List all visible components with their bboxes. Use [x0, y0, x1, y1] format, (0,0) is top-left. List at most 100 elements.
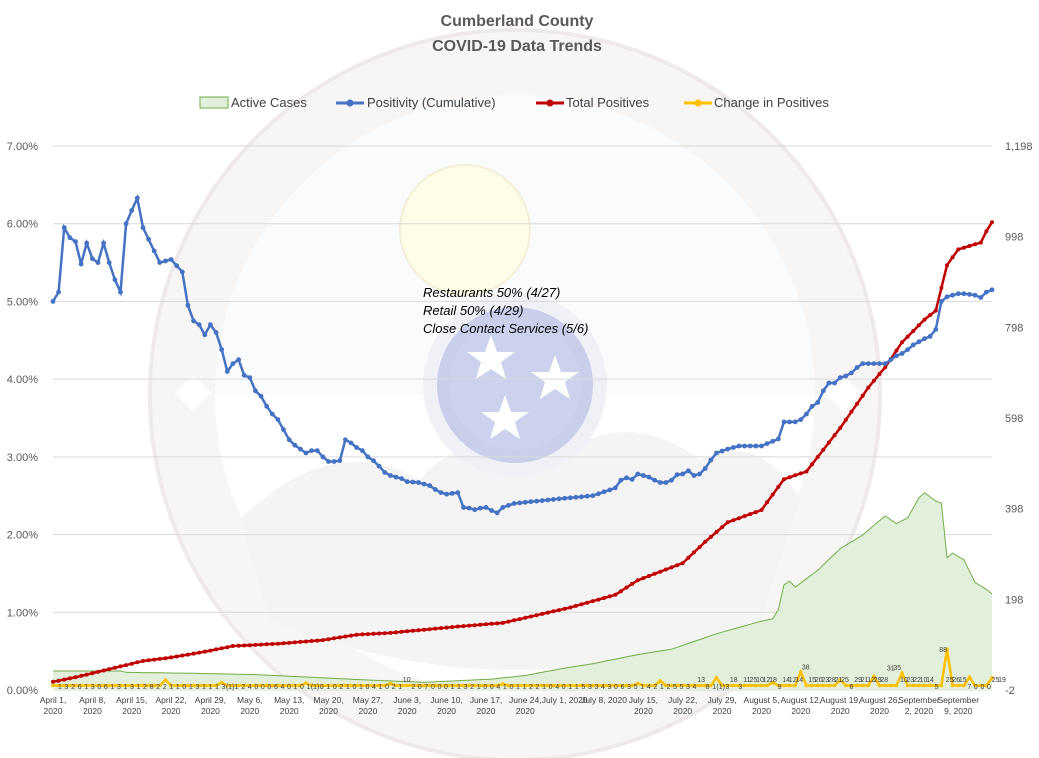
change-point — [585, 683, 589, 688]
total-positives-point — [545, 610, 550, 615]
total-positives-point — [573, 603, 578, 608]
positivity-point — [708, 457, 714, 463]
series-change-in-positives — [51, 647, 994, 688]
change-data-label: (1) — [226, 684, 235, 691]
positivity-point — [73, 239, 78, 245]
positivity-point — [888, 357, 894, 363]
positivity-point — [348, 440, 354, 446]
change-data-label: 25 — [992, 677, 1000, 684]
positivity-point — [461, 505, 466, 510]
change-data-label: 2 — [392, 684, 396, 691]
change-data-label: 5 — [634, 684, 638, 691]
positivity-point — [500, 505, 506, 510]
change-data-label: 3 — [588, 684, 592, 691]
positivity-point — [343, 437, 348, 443]
total-positives-point — [394, 630, 398, 635]
positivity-point — [157, 260, 163, 265]
positivity-point — [697, 471, 702, 477]
total-positives-point — [298, 639, 303, 644]
total-positives-point — [343, 634, 348, 639]
total-positives-point — [613, 592, 618, 597]
positivity-point — [714, 450, 719, 456]
legend-swatch-active-cases — [199, 96, 229, 109]
positivity-point — [90, 256, 95, 262]
change-point — [163, 678, 168, 682]
change-point — [917, 683, 921, 688]
total-positives-point — [96, 669, 100, 674]
positivity-point — [455, 490, 461, 495]
positivity-point — [174, 263, 180, 269]
change-point — [214, 683, 218, 688]
x-tick-label-line2: 2020 — [83, 706, 102, 716]
positivity-point — [641, 473, 646, 478]
change-point — [96, 683, 100, 688]
positivity-point — [567, 495, 573, 501]
change-data-label: 1 — [307, 684, 311, 691]
x-tick-label: July 15, — [629, 695, 658, 705]
total-positives-point — [84, 672, 89, 677]
positivity-point — [596, 491, 601, 497]
change-point — [478, 683, 483, 688]
change-point — [456, 683, 460, 688]
total-positives-point — [230, 644, 235, 648]
positivity-point — [78, 261, 84, 267]
positivity-point — [534, 498, 539, 504]
total-positives-point — [663, 567, 668, 572]
change-point — [472, 683, 477, 688]
positivity-point — [416, 480, 421, 485]
change-data-label: 7 — [967, 684, 971, 691]
change-data-label: 1 — [209, 684, 213, 691]
positivity-point — [393, 474, 399, 480]
change-point — [675, 683, 679, 688]
x-tick-label: May 27, — [353, 695, 383, 705]
change-data-label: 1 — [477, 684, 481, 691]
change-point — [315, 683, 320, 688]
change-point — [568, 683, 573, 688]
positivity-point — [950, 292, 955, 298]
total-positives-point — [354, 632, 359, 637]
change-point — [793, 683, 797, 688]
positivity-point — [809, 403, 815, 409]
total-positives-point — [978, 240, 983, 245]
left-tick-label: 4.00% — [7, 374, 38, 386]
x-tick-label-line2: 9, 2020 — [944, 706, 973, 716]
total-positives-point — [124, 663, 129, 668]
positivity-point — [556, 496, 562, 502]
change-point — [990, 676, 994, 680]
change-point — [439, 683, 443, 688]
change-point — [101, 683, 106, 688]
total-positives-point — [838, 426, 843, 430]
total-positives-point — [180, 653, 185, 658]
left-tick-label: 1.00% — [7, 607, 38, 619]
change-data-label: 1 — [451, 684, 455, 691]
change-data-label: 88 — [939, 647, 947, 654]
positivity-point — [236, 357, 242, 363]
change-data-label: 1 — [457, 684, 461, 691]
total-positives-point — [371, 631, 376, 636]
annotation-line-1: Restaurants 50% (4/27) — [423, 285, 560, 300]
active-cases-area — [53, 492, 992, 690]
total-positives-point — [287, 640, 292, 645]
total-positives-point — [264, 642, 269, 647]
total-positives-point — [506, 619, 511, 624]
x-tick-label-line2: 2020 — [398, 706, 417, 716]
total-positives-point — [512, 618, 517, 623]
change-data-label: 5 — [680, 684, 684, 691]
change-point — [141, 683, 145, 688]
left-axis-ticks: 7.00% 6.00% 5.00% 4.00% 3.00% 2.00% 1.00% 0.00% — [7, 141, 38, 697]
change-point — [259, 683, 263, 688]
total-positives-point — [956, 247, 961, 252]
total-positives-point — [135, 660, 140, 665]
total-positives-point — [815, 455, 820, 459]
total-positives-point — [388, 630, 393, 635]
total-positives-point — [478, 622, 483, 627]
change-point — [180, 683, 185, 688]
change-point — [546, 683, 550, 688]
left-tick-label: 0.00% — [7, 685, 38, 697]
change-point — [782, 683, 786, 688]
positivity-point — [843, 373, 849, 379]
change-data-label: 3 — [627, 684, 631, 691]
total-positives-point — [270, 642, 275, 646]
change-point — [827, 683, 831, 688]
